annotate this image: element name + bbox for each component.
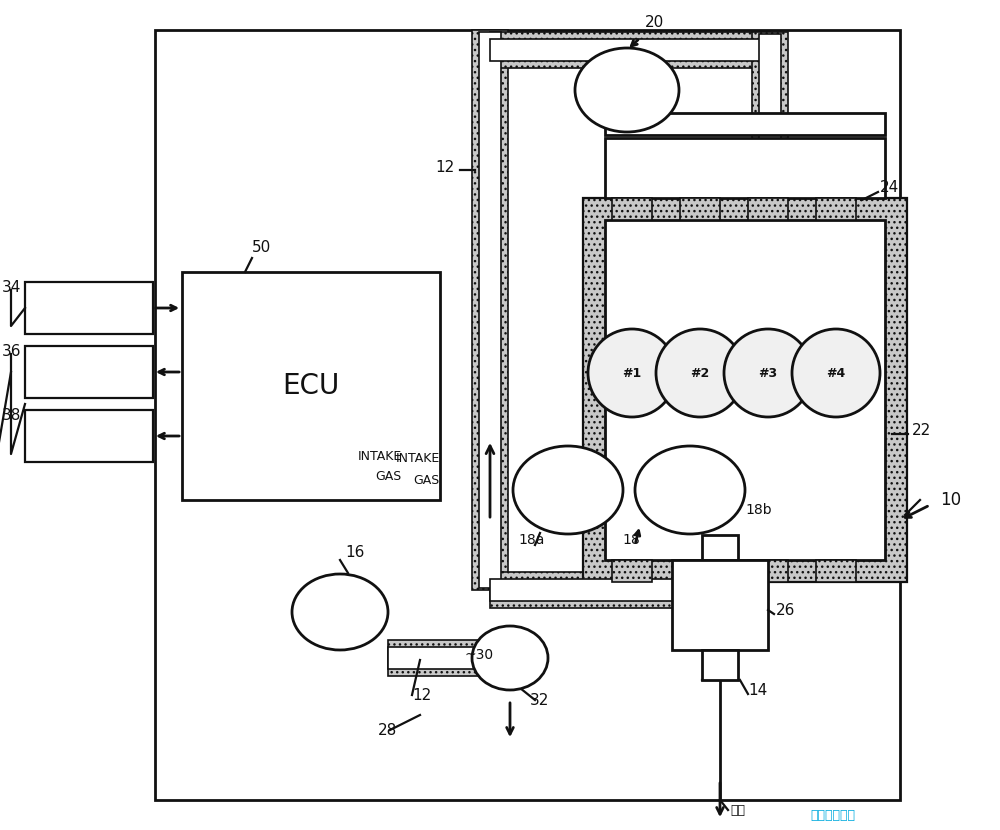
Text: 18: 18 <box>622 533 640 547</box>
Text: 34: 34 <box>2 280 21 295</box>
Text: 10: 10 <box>940 491 961 509</box>
Text: 50: 50 <box>252 240 271 255</box>
Ellipse shape <box>792 329 880 417</box>
Text: INTAKE: INTAKE <box>358 450 402 462</box>
Ellipse shape <box>724 329 812 417</box>
Text: 28: 28 <box>378 722 397 738</box>
Bar <box>702 582 738 640</box>
Text: 20: 20 <box>645 15 664 30</box>
Text: 14: 14 <box>748 682 767 697</box>
Bar <box>680 560 720 582</box>
Bar <box>388 640 508 676</box>
Text: 12: 12 <box>436 160 455 175</box>
Ellipse shape <box>588 329 676 417</box>
Text: 26: 26 <box>776 603 795 618</box>
Bar <box>490 39 770 61</box>
Ellipse shape <box>575 48 679 132</box>
Bar <box>816 198 856 220</box>
Ellipse shape <box>292 574 388 650</box>
Bar <box>472 30 508 590</box>
Ellipse shape <box>472 626 548 690</box>
Text: 12: 12 <box>412 687 431 702</box>
Bar <box>388 647 508 669</box>
Bar <box>490 32 770 68</box>
Ellipse shape <box>635 446 745 534</box>
Bar <box>612 560 652 582</box>
Text: GAS: GAS <box>376 470 402 482</box>
Bar <box>25 282 153 334</box>
Bar <box>182 272 440 500</box>
Ellipse shape <box>656 329 744 417</box>
Text: 18b: 18b <box>745 503 772 517</box>
Text: ~30: ~30 <box>465 648 494 662</box>
Bar <box>752 32 788 225</box>
Bar <box>479 32 501 588</box>
Bar <box>702 650 738 680</box>
Text: 24: 24 <box>880 180 899 196</box>
Bar <box>490 579 695 601</box>
Bar <box>612 198 652 220</box>
Bar <box>605 138 885 198</box>
Text: 32: 32 <box>530 692 549 707</box>
Bar <box>816 560 856 582</box>
Text: #1: #1 <box>622 367 642 379</box>
Text: 彩虹网址导航: 彩虹网址导航 <box>810 808 855 822</box>
Text: 22: 22 <box>912 422 931 437</box>
Bar <box>605 113 885 135</box>
Ellipse shape <box>513 446 623 534</box>
Bar <box>748 198 788 220</box>
Bar <box>25 410 153 462</box>
Text: ECU: ECU <box>282 372 340 400</box>
Bar <box>748 560 788 582</box>
Text: GAS: GAS <box>414 473 440 486</box>
Bar <box>702 535 738 560</box>
Bar <box>672 560 768 650</box>
Bar <box>490 572 695 608</box>
Text: #4: #4 <box>826 367 846 379</box>
Text: 38: 38 <box>2 408 21 423</box>
Text: 18a: 18a <box>518 533 544 547</box>
Bar <box>709 584 731 638</box>
Bar <box>25 346 153 398</box>
Bar <box>155 30 900 800</box>
Bar <box>583 198 907 582</box>
Text: 排气: 排气 <box>730 803 745 817</box>
Text: 16: 16 <box>345 545 364 560</box>
Text: 36: 36 <box>2 344 22 359</box>
Bar <box>759 34 781 223</box>
Text: INTAKE: INTAKE <box>396 452 440 465</box>
Bar <box>680 198 720 220</box>
Text: #2: #2 <box>690 367 710 379</box>
Bar <box>605 220 885 560</box>
Text: #3: #3 <box>758 367 778 379</box>
